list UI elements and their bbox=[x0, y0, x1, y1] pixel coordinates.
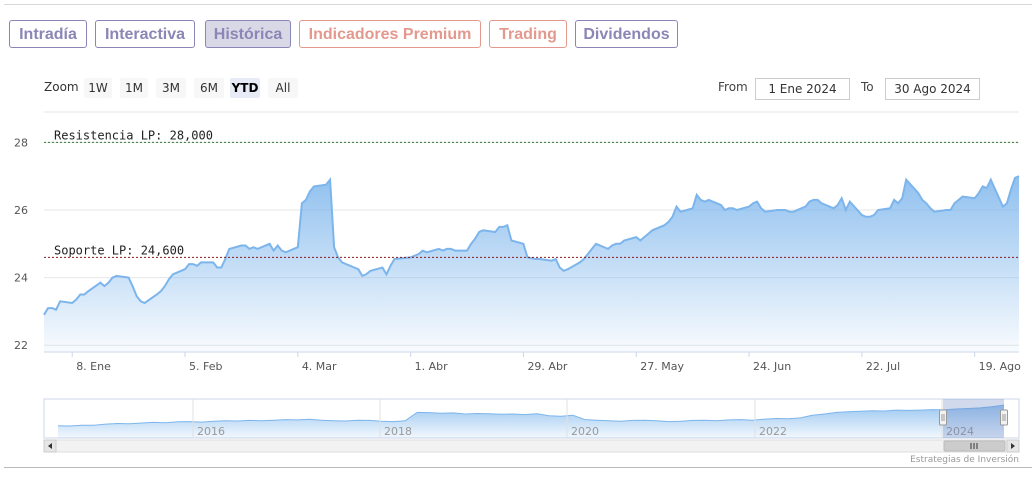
price-line bbox=[43, 175, 1020, 316]
price-area bbox=[44, 176, 1019, 352]
scroll-right-arrow-icon bbox=[1011, 443, 1015, 449]
navigator-year-label: 2024 bbox=[946, 425, 974, 438]
y-tick-label: 26 bbox=[14, 204, 28, 217]
tab-indicadores-premium[interactable]: Indicadores Premium bbox=[299, 20, 481, 48]
from-label: From bbox=[718, 80, 748, 94]
x-tick-label: 4. Mar bbox=[302, 360, 337, 373]
navigator-year-label: 2022 bbox=[759, 425, 787, 438]
navigator-line bbox=[57, 404, 1005, 427]
navigator-handle-left[interactable] bbox=[939, 409, 947, 426]
navigator-year-label: 2016 bbox=[197, 425, 225, 438]
x-tick-label: 27. May bbox=[640, 360, 684, 373]
navigator-year-label: 2020 bbox=[571, 425, 599, 438]
navigator-handle-right[interactable] bbox=[1000, 409, 1008, 426]
zoom-1w-button[interactable]: 1W bbox=[84, 78, 112, 98]
to-label: To bbox=[861, 80, 874, 94]
to-date-input[interactable]: 30 Ago 2024 bbox=[885, 78, 980, 100]
x-tick-label: 5. Feb bbox=[189, 360, 222, 373]
navigator-year-label: 2018 bbox=[384, 425, 412, 438]
tab-intradia[interactable]: Intradía bbox=[9, 20, 87, 48]
resistance-label: Resistencia LP: 28,000 bbox=[54, 128, 213, 142]
scroll-left-arrow-icon bbox=[48, 443, 52, 449]
zoom-ytd-button[interactable]: YTD bbox=[230, 78, 260, 98]
x-tick-label: 1. Abr bbox=[415, 360, 448, 373]
from-date-input[interactable]: 1 Ene 2024 bbox=[755, 78, 850, 100]
zoom-3m-button[interactable]: 3M bbox=[156, 78, 186, 98]
zoom-1m-button[interactable]: 1M bbox=[120, 78, 148, 98]
zoom-6m-button[interactable]: 6M bbox=[194, 78, 224, 98]
zoom-label: Zoom bbox=[44, 80, 79, 94]
navigator-area bbox=[58, 405, 1004, 438]
tab-trading[interactable]: Trading bbox=[489, 20, 567, 48]
x-tick-label: 24. Jun bbox=[753, 360, 791, 373]
y-tick-label: 24 bbox=[14, 272, 28, 285]
tab-historica[interactable]: Histórica bbox=[205, 20, 291, 48]
top-divider bbox=[4, 4, 1032, 5]
x-tick-label: 22. Jul bbox=[866, 360, 900, 373]
x-tick-label: 8. Ene bbox=[76, 360, 111, 373]
chart-credit: Estrategias de Inversión bbox=[910, 455, 1019, 465]
support-label: Soporte LP: 24,600 bbox=[54, 243, 184, 257]
bottom-divider bbox=[4, 467, 1032, 468]
y-tick-label: 28 bbox=[14, 136, 28, 149]
x-tick-label: 19. Ago bbox=[979, 360, 1021, 373]
zoom-all-button[interactable]: All bbox=[268, 78, 298, 98]
y-tick-label: 22 bbox=[14, 339, 28, 352]
navigator-selection bbox=[943, 399, 1004, 438]
tab-interactiva[interactable]: Interactiva bbox=[95, 20, 195, 48]
x-tick-label: 29. Abr bbox=[527, 360, 567, 373]
tab-dividendos[interactable]: Dividendos bbox=[575, 20, 678, 48]
scrollbar-track[interactable] bbox=[43, 439, 1020, 453]
